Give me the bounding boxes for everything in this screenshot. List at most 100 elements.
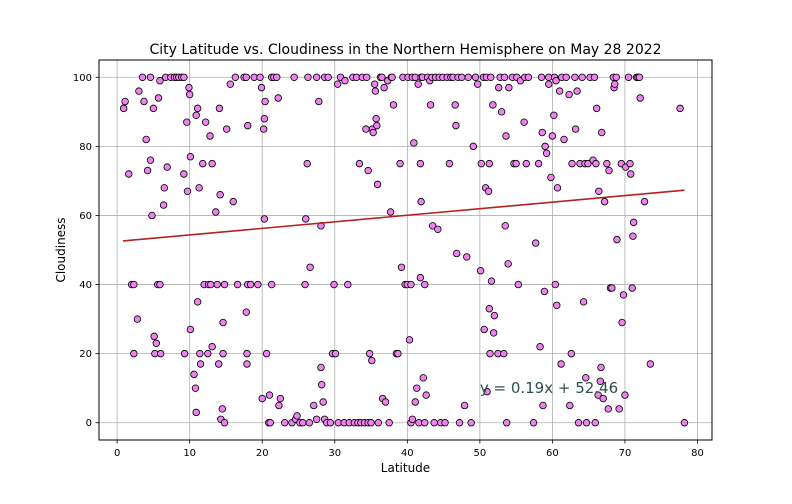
data-point [293,412,301,420]
regression-line [122,189,685,242]
data-point [148,211,156,220]
data-point [486,349,494,358]
data-point [604,405,612,413]
data-point [163,163,171,171]
data-point [274,94,282,102]
data-point [562,73,570,81]
data-point [629,232,637,240]
data-point [133,315,142,323]
data-point [627,170,635,178]
data-point [185,90,194,99]
data-point [369,128,377,137]
data-point [598,128,606,137]
data-point [146,156,155,164]
data-point [597,363,605,372]
data-point [143,166,152,175]
data-point [195,184,203,192]
data-point [355,159,364,168]
data-point [504,260,512,268]
data-point [500,349,508,358]
data-point [534,159,543,168]
data-point [676,104,684,113]
data-point [485,305,493,313]
x-tick-label: 80 [691,448,704,459]
data-point [451,101,459,109]
data-point [208,343,216,351]
data-point [608,284,616,292]
data-point [464,73,472,81]
data-point [206,132,214,140]
chart-title: City Latitude vs. Cloudiness in the Nort… [149,42,661,58]
data-point [550,111,558,119]
y-axis-ticks: 0 20 40 60 80 100 [73,73,99,429]
data-point [304,73,312,81]
data-point [640,197,649,206]
data-point [244,121,252,130]
data-point [260,115,269,123]
data-point [378,73,386,81]
data-point [243,349,251,358]
data-point [213,280,221,289]
data-point [445,159,454,168]
data-point [502,419,511,427]
data-point [635,73,644,81]
data-point [222,125,231,133]
data-point [434,225,442,233]
data-point [460,401,469,410]
data-point [547,173,555,182]
data-point [183,187,192,195]
data-point [408,415,417,423]
data-point [183,118,191,126]
data-point [421,280,429,289]
data-point [680,419,689,427]
data-point [370,80,379,88]
data-point [374,419,382,427]
data-point [193,298,202,306]
data-point [265,391,274,399]
data-point [619,291,628,299]
data-point [538,128,546,137]
x-tick-label: 40 [401,448,414,459]
y-axis-label: Cloudiness [54,217,68,282]
data-point [192,408,200,417]
data-point [331,349,340,358]
data-point [501,222,509,230]
data-point [419,374,427,382]
data-point [261,97,269,106]
data-point [199,159,207,168]
data-point [603,159,611,168]
data-point [429,222,437,230]
data-point [600,197,609,206]
data-point [407,280,415,289]
data-point [371,87,380,95]
data-point [330,280,338,289]
x-tick-label: 0 [114,448,120,459]
data-point [629,218,638,227]
data-point [394,349,402,358]
regression-line-group [122,189,685,242]
y-tick-label: 80 [79,142,92,153]
data-point [365,349,374,358]
data-point [246,280,255,289]
data-point [542,149,551,157]
data-point [138,73,147,81]
x-tick-label: 10 [183,448,196,459]
data-point [341,77,349,85]
data-point [421,419,429,427]
data-point [477,159,486,168]
data-point [584,159,592,168]
data-point [615,405,623,413]
data-point [385,419,393,427]
data-point [315,97,323,106]
data-point [452,121,460,130]
data-point [480,325,488,334]
data-point [416,159,425,168]
data-point [417,197,425,206]
x-tick-label: 70 [619,448,632,459]
data-point [628,284,636,292]
data-point [512,159,520,168]
data-point [413,384,421,392]
data-point [125,170,133,178]
data-point [207,280,215,289]
data-point [537,73,546,81]
